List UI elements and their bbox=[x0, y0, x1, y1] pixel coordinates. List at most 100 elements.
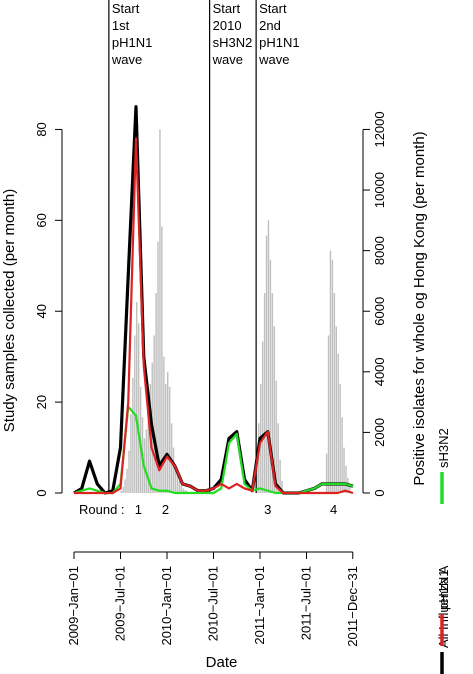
legend-label: All Influenza A bbox=[436, 565, 451, 648]
event-label-line: pH1N1 bbox=[112, 35, 152, 50]
isolates-bar bbox=[277, 423, 279, 493]
isolates-bar bbox=[178, 480, 181, 493]
isolates-bar bbox=[184, 489, 186, 493]
isolates-bar bbox=[341, 417, 343, 493]
isolates-bar bbox=[145, 429, 148, 493]
left-tick-label: 60 bbox=[34, 213, 49, 227]
event-label-line: Start bbox=[213, 1, 241, 16]
event-label-line: wave bbox=[212, 52, 243, 67]
right-tick-label: 8000 bbox=[372, 236, 387, 265]
event-label-line: 2nd bbox=[259, 18, 281, 33]
event-annotations: Start 1st pH1N1 wave Start 2010 sH3N2 wave Start… bbox=[111, 1, 300, 67]
isolates-bar bbox=[327, 335, 330, 493]
legend-label: pH1N1 bbox=[436, 570, 451, 610]
isolates-bar bbox=[161, 226, 163, 493]
right-tick-label: 6000 bbox=[372, 297, 387, 326]
isolates-bar bbox=[122, 486, 124, 493]
isolates-bar bbox=[137, 323, 140, 493]
isolates-bar bbox=[333, 293, 336, 493]
event-label-line: 1st bbox=[112, 18, 130, 33]
event-label-line: sH3N2 bbox=[213, 35, 253, 50]
left-y-axis-title: Study samples collected (per month) bbox=[1, 189, 18, 432]
isolates-bar bbox=[170, 423, 173, 493]
right-tick-label: 12000 bbox=[372, 111, 387, 147]
isolates-bar bbox=[275, 380, 277, 493]
x-tick-label: 2011−Jul−01 bbox=[299, 566, 314, 640]
event-lines bbox=[108, 0, 257, 493]
isolates-bar bbox=[267, 220, 270, 493]
event-label-line: 2010 bbox=[213, 18, 242, 33]
isolates-bar bbox=[124, 479, 126, 493]
isolates-bar bbox=[153, 335, 155, 493]
isolates-bar bbox=[163, 356, 165, 493]
isolates-bar bbox=[147, 405, 150, 493]
isolates-bar bbox=[132, 377, 134, 493]
x-axis: 2009−Jan−01 2009−Jul−01 2010−Jan−01 2010−Ju… bbox=[66, 551, 360, 647]
left-tick-label: 20 bbox=[34, 395, 49, 409]
rounds-label: Round : bbox=[79, 502, 125, 517]
isolates-bar bbox=[256, 456, 258, 493]
left-tick-label: 0 bbox=[34, 489, 49, 496]
isolates-bar bbox=[279, 459, 281, 493]
isolates-bar bbox=[265, 235, 268, 494]
round-label: 3 bbox=[264, 502, 271, 517]
event-label-line: wave bbox=[258, 52, 289, 67]
isolates-bar bbox=[269, 259, 272, 493]
event-label-line: pH1N1 bbox=[259, 35, 299, 50]
isolates-bar bbox=[335, 326, 337, 493]
isolates-bar bbox=[159, 129, 161, 493]
isolates-bar bbox=[345, 465, 347, 493]
isolates-bar bbox=[273, 326, 275, 493]
isolates-bar bbox=[167, 371, 169, 493]
right-tick-label: 4000 bbox=[372, 357, 387, 386]
isolates-bar bbox=[128, 450, 130, 493]
isolates-bar bbox=[261, 341, 264, 493]
isolates-bar bbox=[172, 447, 175, 493]
isolates-bar bbox=[155, 293, 157, 493]
series-lines bbox=[73, 105, 354, 495]
left-tick-label: 40 bbox=[34, 304, 49, 318]
event-label-line: wave bbox=[111, 52, 142, 67]
series-line bbox=[74, 137, 354, 495]
event-label-line: Start bbox=[259, 1, 287, 16]
isolates-bar bbox=[349, 485, 351, 493]
isolates-bar bbox=[136, 302, 138, 493]
isolates-bar bbox=[120, 490, 122, 493]
right-tick-label: 10000 bbox=[372, 172, 387, 208]
legend-label: sH3N2 bbox=[436, 428, 451, 468]
isolates-bar bbox=[174, 465, 177, 493]
isolates-bar bbox=[263, 293, 266, 493]
isolates-bar bbox=[337, 353, 339, 493]
right-tick-label: 0 bbox=[372, 489, 387, 496]
rounds-row: Round : 1 2 3 4 bbox=[79, 502, 337, 517]
isolates-bar bbox=[130, 414, 132, 493]
isolates-bar bbox=[281, 480, 283, 493]
round-label: 1 bbox=[135, 502, 142, 517]
isolates-bar bbox=[126, 468, 128, 493]
left-y-axis: 0 20 40 60 80 bbox=[34, 122, 63, 497]
x-tick-label: 2009−Jul−01 bbox=[113, 566, 128, 641]
isolates-bar bbox=[325, 453, 328, 493]
isolates-bar bbox=[165, 383, 167, 493]
x-tick-label: 2010−Jul−01 bbox=[206, 566, 221, 641]
round-label: 4 bbox=[330, 502, 337, 517]
x-axis-title: Date bbox=[206, 654, 238, 671]
isolates-bar bbox=[258, 423, 260, 493]
isolates-bar bbox=[176, 474, 179, 493]
isolates-bar bbox=[343, 447, 345, 493]
x-tick-label: 2009−Jan−01 bbox=[66, 566, 81, 646]
right-y-axis-title: Positive isolates for whole og Hong Kong… bbox=[411, 131, 428, 485]
isolates-bar bbox=[339, 383, 341, 493]
round-label: 2 bbox=[162, 502, 169, 517]
isolates-bar bbox=[329, 250, 332, 493]
x-tick-label: 2010−Jan−01 bbox=[159, 566, 174, 646]
x-tick-label: 2011−Dec−31 bbox=[345, 566, 360, 647]
isolates-bar bbox=[182, 488, 184, 493]
left-tick-label: 80 bbox=[34, 122, 49, 136]
series-line bbox=[73, 105, 354, 495]
right-y-axis: 0 2000 4000 6000 8000 10000 12000 bbox=[362, 111, 387, 497]
isolates-bar bbox=[168, 386, 171, 493]
event-label-line: Start bbox=[112, 1, 140, 16]
